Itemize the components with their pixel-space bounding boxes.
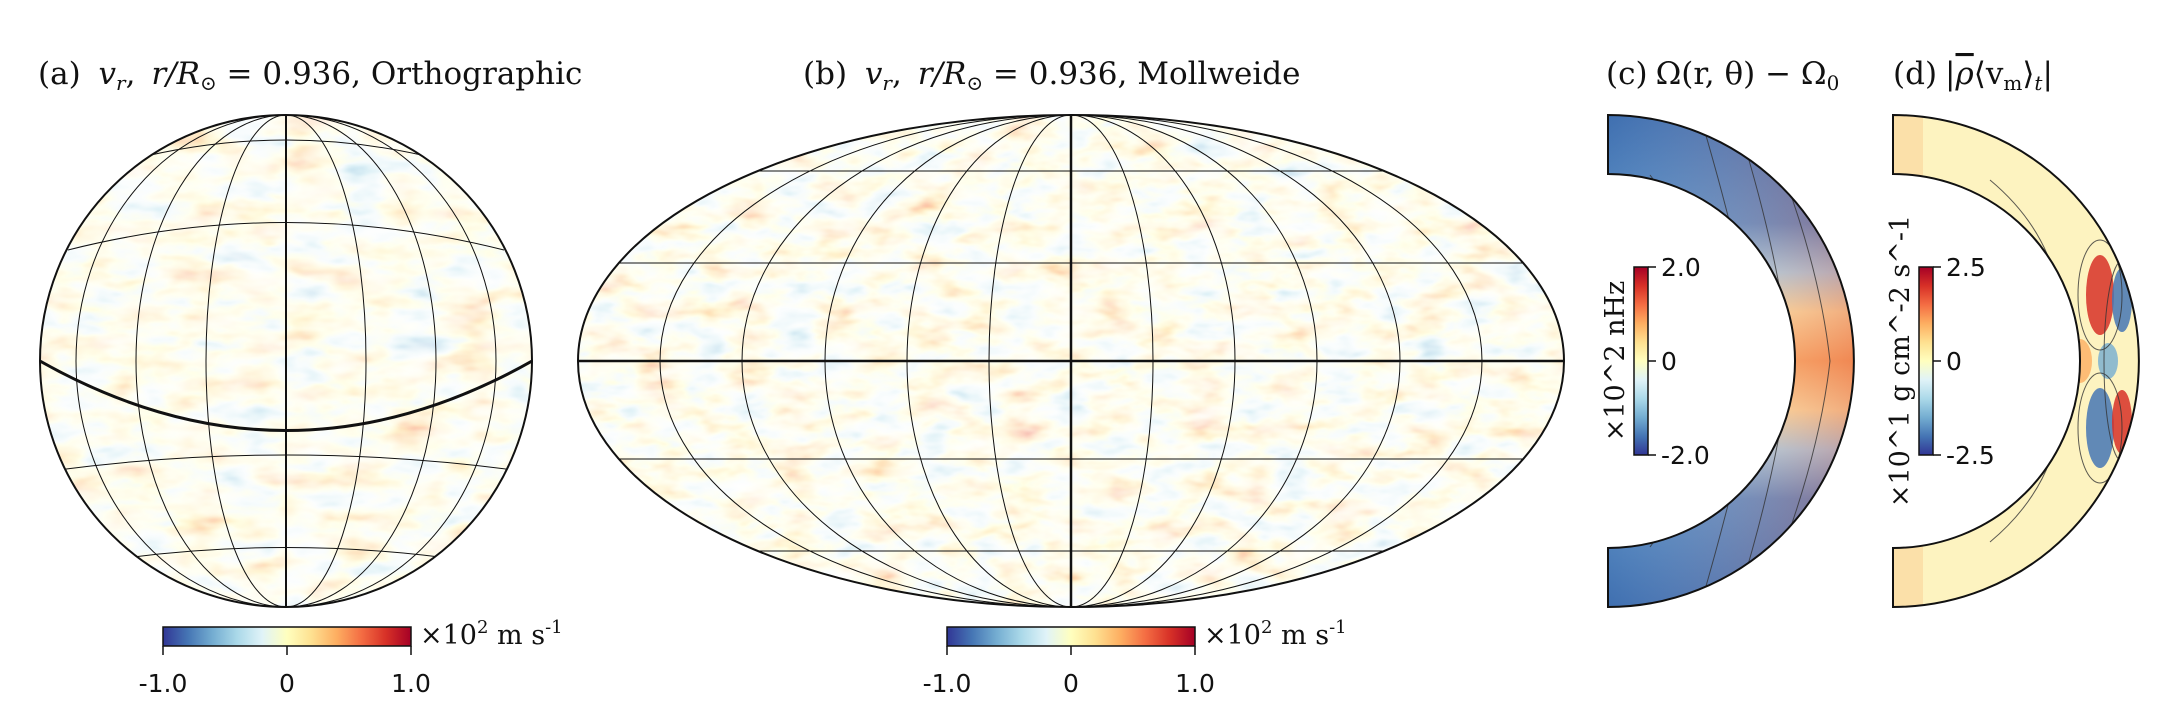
panel-b-map [578, 115, 1564, 607]
panel-a-colorbar-tick-min: -1.0 [139, 669, 188, 698]
panel-a-sphere-outline [39, 114, 533, 608]
panel-d-colorbar-tick-max: 2.5 [1946, 253, 1986, 282]
panel-d-colorbar-label: ×10^1 g cm^-2 s^-1 [1885, 215, 1916, 507]
panel-c-colorbar-label: ×10^2 nHz [1600, 281, 1631, 442]
panel-d-colorbar-tick-zero: 0 [1946, 347, 1962, 376]
panel-c-colorbar-tick-min: -2.0 [1661, 441, 1710, 470]
panel-b-mollweide: (b) vr, r/R⊙ = 0.936, Mollweide [577, 56, 1565, 698]
panel-d-title: (d) |ρ⟨vm⟩t| [1893, 56, 2053, 95]
panel-b-colorbar-gradient [946, 626, 1196, 647]
panel-c-colorbar: 2.0 0 -2.0 ×10^2 nHz [1600, 253, 1710, 470]
panel-a-colorbar-tick-max: 1.0 [391, 669, 431, 698]
panel-d-mass-flux: (d) |ρ⟨vm⟩t| [1885, 56, 2140, 609]
panel-c-colorbar-gradient [1633, 266, 1649, 456]
panel-d-colorbar-gradient [1918, 266, 1934, 456]
panel-c-outline [1607, 113, 1855, 609]
panel-b-title: (b) vr, r/R⊙ = 0.936, Mollweide [803, 56, 1300, 95]
panel-d-outline [1892, 113, 2140, 609]
panel-c-title: (c) Ω(r, θ) − Ω0 [1606, 56, 1839, 95]
panel-a-title: (a) vr, r/R⊙ = 0.936, Orthographic [38, 56, 582, 95]
panel-b-colorbar-tick-zero: 0 [1063, 669, 1079, 698]
panel-a-colorbar: -1.0 0 1.0 ×102 m s-1 [139, 617, 563, 698]
panel-a-colorbar-gradient [162, 626, 412, 647]
panel-a-colorbar-tick-zero: 0 [279, 669, 295, 698]
panel-c-differential-rotation: (c) Ω(r, θ) − Ω0 2.0 0 -2.0 ×10^2 nHz [1600, 56, 1855, 609]
panel-d-colorbar-tick-min: -2.5 [1946, 441, 1995, 470]
panel-b-colorbar-tick-min: -1.0 [923, 669, 972, 698]
panel-b-ellipse-outline [577, 114, 1565, 608]
panel-b-colorbar-tick-max: 1.0 [1175, 669, 1215, 698]
panel-c-colorbar-tick-max: 2.0 [1661, 253, 1701, 282]
panel-a-orthographic: (a) vr, r/R⊙ = 0.936, Orthographic [38, 56, 582, 698]
panel-b-colorbar-unit: ×102 m s-1 [1204, 617, 1347, 651]
panel-b-colorbar: -1.0 0 1.0 ×102 m s-1 [923, 617, 1347, 698]
panel-a-map [40, 115, 532, 607]
panel-a-colorbar-unit: ×102 m s-1 [420, 617, 563, 651]
panel-c-colorbar-tick-zero: 0 [1661, 347, 1677, 376]
panel-d-colorbar: 2.5 0 -2.5 ×10^1 g cm^-2 s^-1 [1885, 215, 1995, 507]
